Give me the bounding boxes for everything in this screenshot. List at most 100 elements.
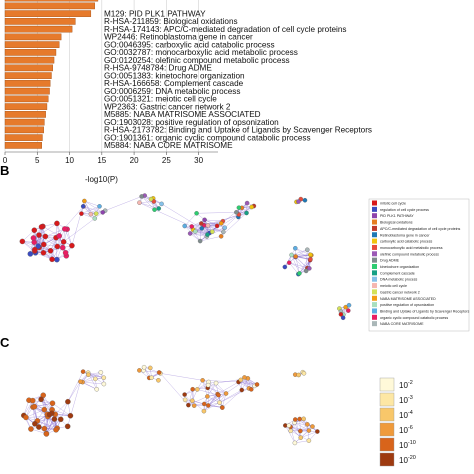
network-node <box>292 440 298 446</box>
network-node <box>220 405 225 410</box>
network-node <box>222 225 228 230</box>
network-edge <box>46 419 61 435</box>
network-node <box>86 372 91 377</box>
legend-label: PID PLK1 PATHWAY <box>380 214 414 218</box>
network-node <box>305 247 310 252</box>
scale-swatch <box>379 422 395 437</box>
network-edge <box>84 200 103 213</box>
network-node <box>32 421 38 427</box>
network-edge <box>32 407 40 428</box>
network-node <box>148 196 154 202</box>
network-node <box>149 375 154 380</box>
term-label: GO:0051321: meiotic cell cycle <box>104 95 217 104</box>
network-edge <box>71 200 85 246</box>
legend-swatch <box>372 244 377 250</box>
network-edge <box>215 382 227 394</box>
network-node <box>205 232 210 237</box>
network-edge <box>184 394 195 406</box>
network-edge <box>208 394 219 406</box>
network-node <box>82 198 87 204</box>
network-node <box>242 375 247 380</box>
network-edge <box>217 381 239 395</box>
network-edge <box>84 200 95 219</box>
network-node <box>293 246 298 251</box>
term-label: R-HSA-174143: APC/C-mediated degradation… <box>104 25 347 34</box>
network-edge <box>42 226 60 237</box>
network-edge <box>184 389 198 395</box>
scale-label: 10-20 <box>399 455 416 465</box>
legend-label: positive regulation of opsonization <box>380 303 434 307</box>
network-node <box>306 438 312 443</box>
legend-label: NABA MATRISOME ASSOCIATED <box>380 297 436 301</box>
bar-chart-bars <box>4 0 99 149</box>
network-node <box>189 224 194 229</box>
scale-label: 10-6 <box>399 425 413 435</box>
network-edge <box>82 381 104 385</box>
scale-swatch <box>379 392 395 407</box>
term-label: M5885: NABA MATRISOME ASSOCIATED <box>104 110 261 119</box>
network-edge <box>284 248 296 268</box>
network-edge <box>299 259 311 274</box>
network-edge <box>208 381 227 394</box>
network-edge <box>184 225 201 242</box>
network-node <box>148 365 153 371</box>
network-node <box>182 392 187 397</box>
network-node <box>201 408 207 414</box>
term-label: R-HSA-166658: Complement cascade <box>104 79 244 88</box>
network-edge <box>188 396 208 406</box>
x-tick-label: 20 <box>130 156 139 165</box>
network-node <box>249 387 254 392</box>
network-edge <box>192 219 205 230</box>
network-edge <box>295 256 311 260</box>
network-node <box>214 223 220 229</box>
network-edge <box>51 237 57 260</box>
network-node <box>139 194 144 199</box>
network-edge <box>25 400 33 418</box>
network-c-pvalue-scale: 10-2 10-3 10-4 10-6 10-10 10-20 <box>379 377 416 467</box>
network-node <box>41 425 48 432</box>
network-edge <box>197 381 209 390</box>
network-node <box>340 315 346 321</box>
network-node <box>60 239 67 245</box>
network-node <box>30 235 37 241</box>
network-edge <box>82 381 97 390</box>
bar-chart-grid <box>4 0 218 153</box>
network-node <box>65 398 71 405</box>
network-edge <box>43 395 53 410</box>
network-node <box>100 210 106 215</box>
legend-swatch <box>372 308 377 314</box>
network-edge <box>161 203 202 229</box>
network-node <box>137 368 142 373</box>
network-edge <box>208 378 248 406</box>
network-nodes <box>19 193 352 321</box>
legend-label: olefinic compound metabolic process <box>380 252 439 256</box>
bar <box>4 64 53 72</box>
legend-label: NABA CORE MATRISOME <box>380 322 424 326</box>
network-edge <box>37 420 57 431</box>
network-node <box>346 308 351 313</box>
network-node <box>249 204 254 210</box>
scale-label: 10-10 <box>399 440 416 450</box>
network-node <box>293 254 298 259</box>
panel-label-b: B <box>0 163 9 178</box>
network-b <box>19 193 352 321</box>
network-node <box>54 220 60 227</box>
network-node <box>308 256 313 262</box>
network-node <box>93 211 99 216</box>
network-edge <box>295 256 300 274</box>
network-node <box>307 266 312 271</box>
network-node <box>286 260 292 265</box>
network-node <box>244 200 250 206</box>
network-edge <box>67 381 81 402</box>
legend-label: kinetochore organization <box>380 265 419 269</box>
legend-swatch <box>372 302 377 308</box>
network-edge <box>64 228 73 246</box>
legend-swatch <box>372 283 377 289</box>
network-node <box>187 231 193 236</box>
legend-swatch <box>372 276 377 282</box>
bar <box>4 103 48 110</box>
network-edge <box>295 256 311 260</box>
network-edge <box>141 196 155 210</box>
network-edge <box>204 219 218 227</box>
network-edges <box>22 195 350 318</box>
